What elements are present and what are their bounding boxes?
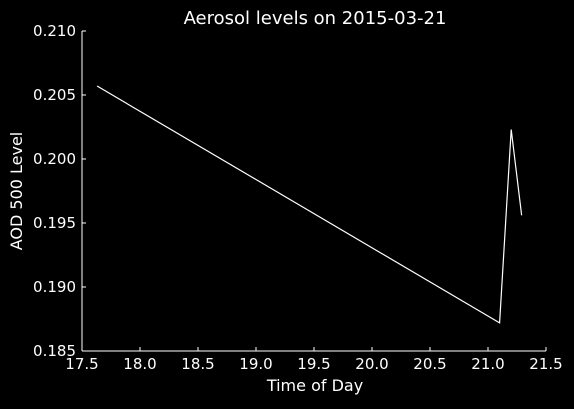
y-tick-label: 0.195 <box>33 214 76 232</box>
x-tick-label: 21.5 <box>529 355 562 373</box>
x-tick-label: 20.5 <box>413 355 446 373</box>
y-tick-label: 0.190 <box>33 278 76 296</box>
y-tick-label: 0.205 <box>33 86 76 104</box>
axes <box>82 31 546 351</box>
x-axis-label: Time of Day <box>266 376 363 395</box>
x-tick-label: 19.0 <box>239 355 272 373</box>
x-tick-label: 19.5 <box>297 355 330 373</box>
series-layer <box>97 86 522 323</box>
x-tick-label: 21.0 <box>471 355 504 373</box>
y-tick-label: 0.210 <box>33 22 76 40</box>
x-tick-label: 20.0 <box>355 355 388 373</box>
y-ticks: 0.185 0.190 0.195 0.200 0.205 0.210 <box>33 22 86 360</box>
y-axis-label: AOD 500 Level <box>7 132 26 251</box>
x-tick-label: 18.5 <box>181 355 214 373</box>
y-tick-label: 0.200 <box>33 150 76 168</box>
chart-title: Aerosol levels on 2015-03-21 <box>184 8 447 29</box>
x-tick-label: 18.0 <box>123 355 156 373</box>
y-tick-label: 0.185 <box>33 342 76 360</box>
series-line <box>97 86 522 323</box>
